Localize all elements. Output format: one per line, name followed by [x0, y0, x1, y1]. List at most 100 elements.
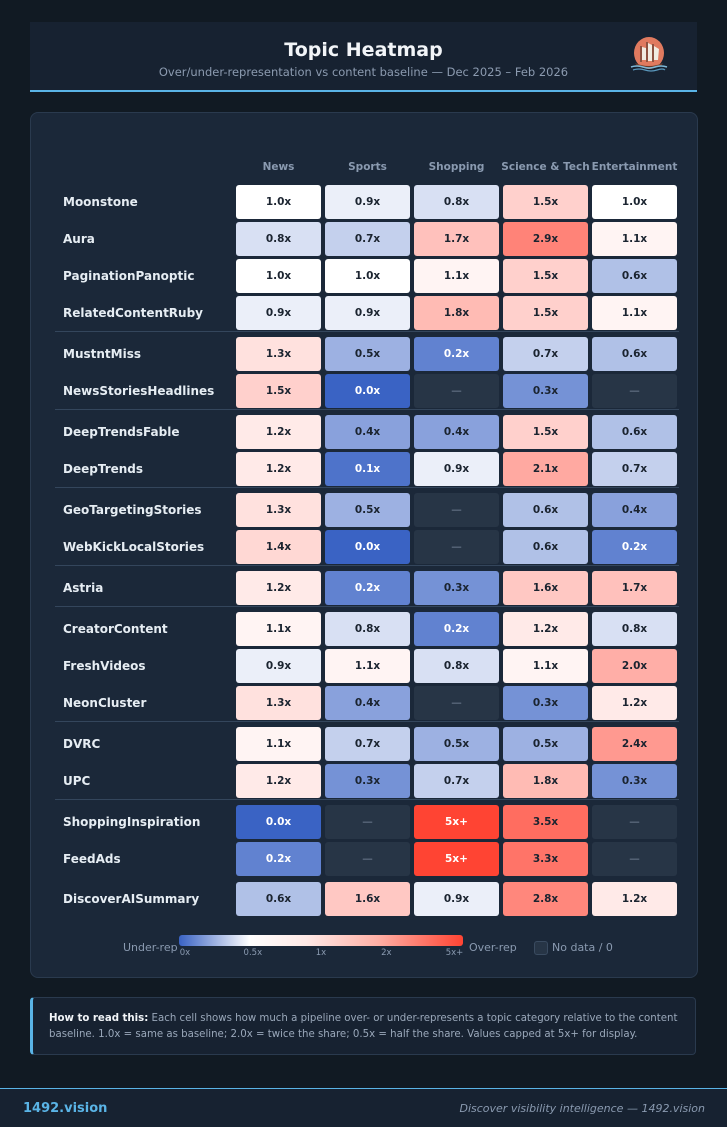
heatmap-cell: 0.3x	[503, 374, 588, 408]
heatmap-cell: 0.7x	[325, 222, 410, 256]
heatmap-cell: 1.2x	[592, 686, 677, 720]
cell-wrapper: 1.1x	[234, 721, 323, 762]
cell-wrapper: 2.1x	[501, 450, 590, 487]
table-row: RelatedContentRuby 0.9x 0.9x 1.8x 1.5x 1.1x	[55, 294, 679, 331]
legend-under-label: Under-rep	[123, 941, 178, 954]
row-label: PaginationPanoptic	[63, 268, 195, 283]
cell-wrapper: 0.3x	[501, 684, 590, 721]
cell-wrapper: 0.2x	[590, 528, 679, 565]
heatmap-cell: 0.2x	[592, 530, 677, 564]
heatmap-cell: 1.2x	[592, 882, 677, 916]
cell-wrapper: 0.6x	[590, 257, 679, 294]
legend-no-data-swatch	[534, 941, 548, 955]
heatmap-cell: 0.5x	[414, 727, 499, 761]
cell-wrapper: 0.8x	[323, 606, 412, 647]
heatmap-cell: 5x+	[414, 842, 499, 876]
heatmap-cell: 1.5x	[503, 296, 588, 330]
heatmap-cell: 1.0x	[592, 185, 677, 219]
heatmap-cell: 1.8x	[414, 296, 499, 330]
legend-tick: 2x	[381, 948, 392, 958]
cell-wrapper: —	[412, 684, 501, 721]
heatmap-cell: 0.3x	[325, 764, 410, 798]
heatmap-cell: 1.7x	[592, 571, 677, 605]
heatmap-cell: 0.9x	[236, 296, 321, 330]
heatmap-cell: 0.5x	[503, 727, 588, 761]
legend-no-data-label: No data / 0	[552, 941, 613, 954]
heatmap-cell: 0.9x	[325, 296, 410, 330]
cell-wrapper: 0.6x	[234, 877, 323, 917]
cell-wrapper: 0.6x	[590, 331, 679, 372]
heatmap-cell: 0.6x	[592, 337, 677, 371]
heatmap-cell: 0.2x	[236, 842, 321, 876]
cell-wrapper: 0.5x	[412, 721, 501, 762]
table-row: CreatorContent 1.1x 0.8x 0.2x 1.2x 0.8x	[55, 606, 679, 647]
cell-wrapper: 1.0x	[590, 183, 679, 220]
cell-wrapper: 1.5x	[501, 294, 590, 331]
heatmap-cell: 2.9x	[503, 222, 588, 256]
cell-wrapper: 0.7x	[590, 450, 679, 487]
cell-wrapper: 1.5x	[501, 183, 590, 220]
cell-wrapper: 0.3x	[501, 372, 590, 409]
heatmap-cell: 1.6x	[325, 882, 410, 916]
cell-wrapper: 1.5x	[234, 372, 323, 409]
row-label: MustntMiss	[55, 331, 234, 372]
heatmap-cell: 0.7x	[592, 452, 677, 486]
table-row: Astria 1.2x 0.2x 0.3x 1.6x 1.7x	[55, 565, 679, 606]
row-label: DeepTrends	[63, 461, 144, 476]
footer-tagline: Discover visibility intelligence — 1492.…	[459, 1102, 705, 1115]
heatmap-cell: —	[592, 842, 677, 876]
heatmap-cell: 0.6x	[592, 415, 677, 449]
cell-wrapper: 1.2x	[501, 606, 590, 647]
cell-wrapper: 0.0x	[323, 528, 412, 565]
table-row: FeedAds 0.2x —5x+ 3.3x —	[55, 840, 679, 877]
row-label: NewsStoriesHeadlines	[63, 383, 215, 398]
legend-color-bar: 0x 0.5x 1x 2x 5x+	[179, 935, 463, 958]
cell-wrapper: 1.7x	[590, 565, 679, 606]
footer-brand-link[interactable]: 1492.vision	[23, 1101, 108, 1116]
cell-wrapper: 1.1x	[323, 647, 412, 684]
table-row: UPC 1.2x 0.3x 0.7x 1.8x 0.3x	[55, 762, 679, 799]
cell-wrapper: 0.8x	[412, 647, 501, 684]
cell-wrapper: 0.3x	[412, 565, 501, 606]
cell-wrapper: 0.2x	[323, 565, 412, 606]
heatmap-cell: 1.1x	[592, 222, 677, 256]
cell-wrapper: 2.9x	[501, 220, 590, 257]
cell-wrapper: 0.5x	[323, 331, 412, 372]
cell-wrapper: 1.3x	[234, 331, 323, 372]
heatmap-cell: 0.9x	[414, 452, 499, 486]
cell-wrapper: 1.6x	[501, 565, 590, 606]
heatmap-cell: 0.5x	[325, 337, 410, 371]
heatmap-cell: —	[414, 530, 499, 564]
cell-wrapper: 0.6x	[590, 409, 679, 450]
cell-wrapper: 1.2x	[590, 877, 679, 917]
cell-wrapper: 0.8x	[412, 183, 501, 220]
heatmap-cell: 0.3x	[414, 571, 499, 605]
heatmap-cell: 1.0x	[325, 259, 410, 293]
cell-wrapper: 1.5x	[501, 409, 590, 450]
heatmap-cell: 2.8x	[503, 882, 588, 916]
cell-wrapper: 0.5x	[323, 487, 412, 528]
row-label: DeepTrendsFable	[55, 409, 234, 450]
cell-wrapper: 0.6x	[501, 487, 590, 528]
heatmap-cell: 1.1x	[236, 727, 321, 761]
row-label: Aura	[63, 231, 95, 246]
cell-wrapper: 0.7x	[412, 762, 501, 799]
heatmap-cell: —	[325, 842, 410, 876]
heatmap-cell: 0.6x	[503, 530, 588, 564]
heatmap-cell: 0.6x	[592, 259, 677, 293]
heatmap-cell: 1.5x	[503, 185, 588, 219]
column-header: News	[262, 161, 295, 173]
heatmap-cell: 0.7x	[503, 337, 588, 371]
heatmap-cell: 1.0x	[236, 259, 321, 293]
table-row: Moonstone 1.0x 0.9x 0.8x 1.5x 1.0x	[55, 183, 679, 220]
cell-wrapper: —	[412, 528, 501, 565]
heatmap-cell: 1.1x	[236, 612, 321, 646]
cell-wrapper: 1.8x	[412, 294, 501, 331]
heatmap-cell: 1.8x	[503, 764, 588, 798]
heatmap-cell: 1.3x	[236, 493, 321, 527]
heatmap-cell: 1.2x	[236, 452, 321, 486]
cell-wrapper: 5x+	[412, 799, 501, 840]
table-row: WebKickLocalStories 1.4x 0.0x —0.6x 0.2x	[55, 528, 679, 565]
heatmap-cell: 1.4x	[236, 530, 321, 564]
cell-wrapper: 1.3x	[234, 487, 323, 528]
